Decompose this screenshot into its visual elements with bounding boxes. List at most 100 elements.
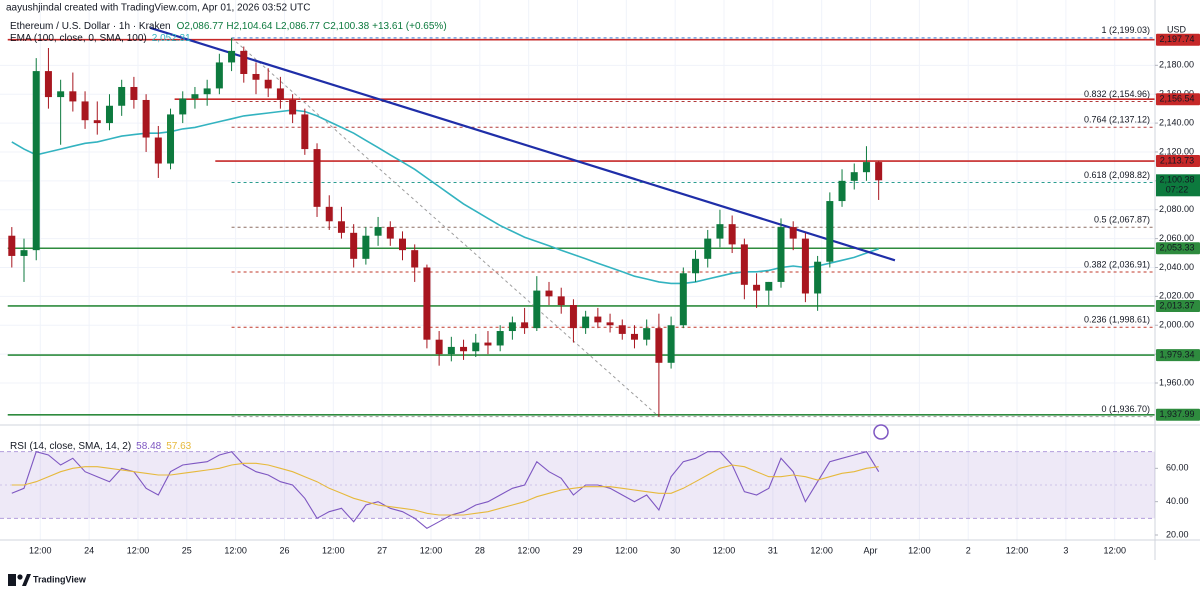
rsi-value: 58.48 <box>136 441 161 452</box>
candle-body <box>105 105 113 124</box>
ohlc: C2,100.38 <box>323 21 370 32</box>
candle-body <box>862 162 870 173</box>
candle-body <box>692 258 700 274</box>
candle-body <box>93 120 101 124</box>
candle-body <box>484 342 492 346</box>
x-tick-label: 26 <box>279 545 289 555</box>
candle-body <box>203 88 211 95</box>
candle-body <box>313 149 321 207</box>
fib-label: 0.764 (2,137.12) <box>1084 115 1150 125</box>
rsi-tick-label: 40.00 <box>1166 496 1189 506</box>
candle-body <box>728 224 736 245</box>
fib-label: 1 (2,199.03) <box>1101 25 1150 35</box>
credit: aayushjindal created with TradingView.co… <box>6 3 310 14</box>
candle-body <box>32 71 40 251</box>
price-tag-label: 1,937.99 <box>1159 409 1194 419</box>
candle-body <box>337 221 345 233</box>
candle-body <box>667 325 675 363</box>
y-tick-label: 2,140.00 <box>1159 117 1194 127</box>
candle-body <box>57 91 65 98</box>
x-tick-label: 12:00 <box>713 545 736 555</box>
price-tag <box>1156 349 1200 362</box>
price-tag-label: 2,156.54 <box>1159 94 1194 104</box>
candle-body <box>215 62 223 89</box>
rsi-line <box>11 462 879 516</box>
candle-body <box>191 94 199 99</box>
last-price-tag <box>1156 174 1200 197</box>
candle-body <box>423 267 431 340</box>
x-tick-label: 12:00 <box>420 545 443 555</box>
x-tick-label: 12:00 <box>29 545 52 555</box>
x-tick-label: 25 <box>182 545 192 555</box>
y-tick-label: 2,080.00 <box>1159 204 1194 214</box>
candle-body <box>618 325 626 334</box>
candle-body <box>630 333 638 340</box>
ohlc: H2,104.64 <box>226 21 273 32</box>
ema-value: 2,052.31 <box>152 33 191 44</box>
fib-label: 0.618 (2,098.82) <box>1084 170 1150 180</box>
x-tick-label: 12:00 <box>1103 545 1126 555</box>
candle-body <box>264 79 272 89</box>
logo-mark <box>22 574 31 586</box>
candle-body <box>533 290 541 329</box>
y-tick-label: 2,180.00 <box>1159 60 1194 70</box>
trendline <box>149 26 896 262</box>
candle-body <box>875 162 883 181</box>
fib-connector <box>231 37 660 418</box>
candle-body <box>69 91 77 102</box>
candle-body <box>850 172 858 181</box>
fib-label: 0.236 (1,998.61) <box>1084 315 1150 325</box>
countdown: 07:22 <box>1166 185 1189 195</box>
candle-body <box>447 346 455 355</box>
x-tick-label: 12:00 <box>224 545 247 555</box>
x-tick-label: 28 <box>475 545 485 555</box>
candle-body <box>765 281 773 291</box>
candle-body <box>240 50 248 74</box>
price-tag <box>1156 242 1200 255</box>
price-tag <box>1156 155 1200 168</box>
candle-body <box>325 206 333 222</box>
ohlc: L2,086.77 <box>276 21 321 32</box>
rsi-title: RSI (14, close, SMA, 14, 2) <box>10 441 131 452</box>
replay-icon <box>873 424 889 440</box>
brand: TradingView <box>33 574 87 584</box>
price-tag-label: 2,053.33 <box>1159 243 1194 253</box>
rsi-band <box>0 451 1155 519</box>
y-tick-label: 2,040.00 <box>1159 262 1194 272</box>
price-tag-label: 2,197.74 <box>1159 34 1194 44</box>
candle-body <box>142 99 150 138</box>
candle-body <box>801 238 809 294</box>
candle-body <box>606 322 614 326</box>
candle-body <box>289 99 297 115</box>
ema-line <box>11 109 879 285</box>
candle-body <box>386 227 394 239</box>
candle-body <box>545 290 553 297</box>
rsi-tick-label: 20.00 <box>1166 529 1189 539</box>
candle-body <box>557 296 565 306</box>
ema-legend: EMA (100, close, 0, SMA, 100) 2,052.31 <box>10 33 191 44</box>
candle-body <box>435 339 443 355</box>
y-tick-label: 2,120.00 <box>1159 146 1194 156</box>
fib-label: 0.382 (2,036.91) <box>1084 259 1150 269</box>
rsi-tick-label: 60.00 <box>1166 463 1189 473</box>
x-tick-label: 27 <box>377 545 387 555</box>
ohlc: O2,086.77 <box>177 21 224 32</box>
logo-bar <box>8 574 16 586</box>
candle-body <box>460 346 468 352</box>
y-tick-label: 1,960.00 <box>1159 377 1194 387</box>
candle-body <box>704 238 712 259</box>
x-tick-label: 31 <box>768 545 778 555</box>
candle-body <box>789 227 797 239</box>
currency: USD <box>1167 24 1187 34</box>
candle-body <box>740 244 748 285</box>
candle-body <box>44 71 52 98</box>
candle-body <box>118 86 126 106</box>
candle-body <box>594 316 602 323</box>
x-tick-label: 12:00 <box>517 545 540 555</box>
price-tag <box>1156 408 1200 421</box>
price-tag-label: 1,979.34 <box>1159 349 1194 359</box>
candle-body <box>399 238 406 251</box>
fib-label: 0.5 (2,067.87) <box>1094 215 1150 225</box>
